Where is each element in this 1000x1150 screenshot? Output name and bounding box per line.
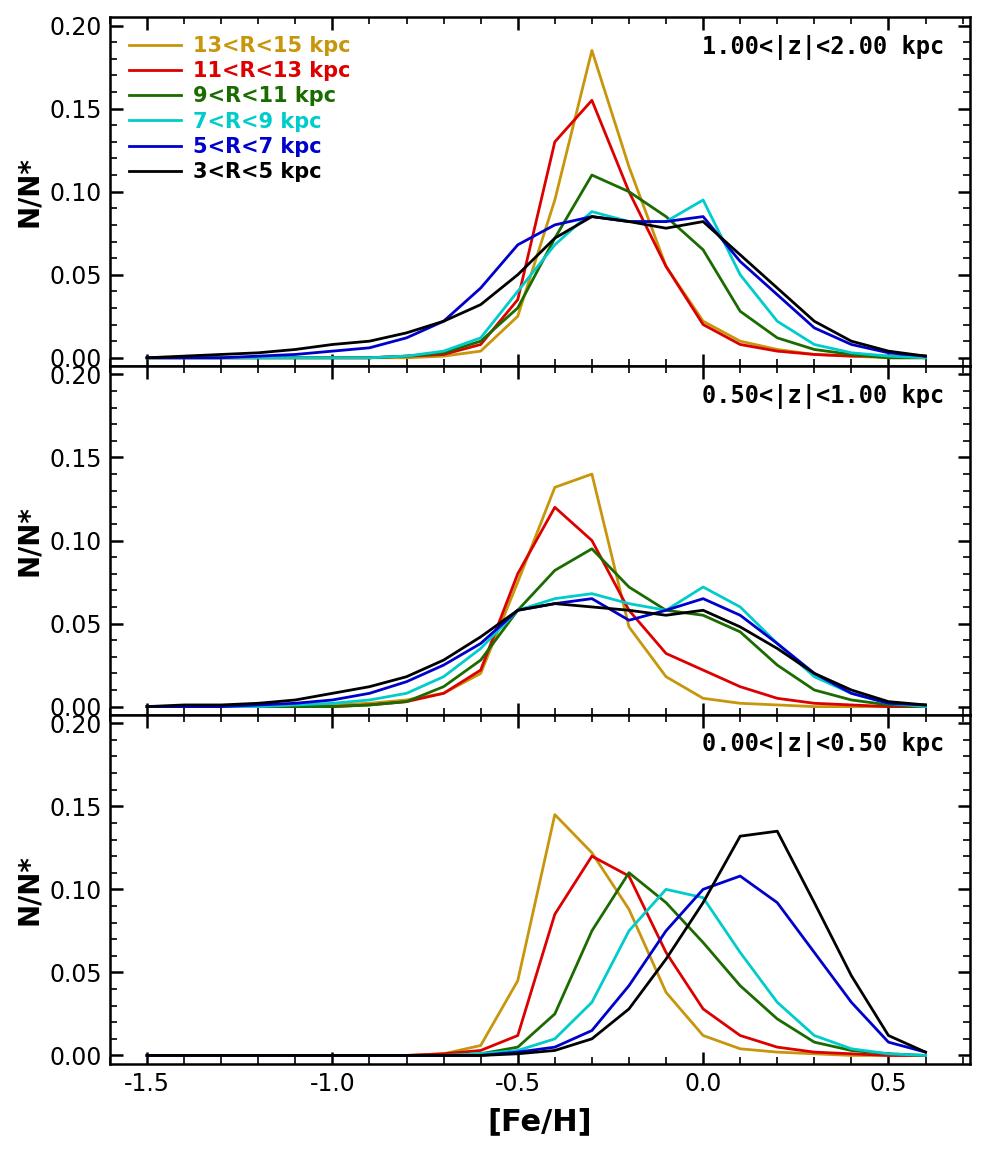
Y-axis label: N/N*: N/N* <box>15 156 43 227</box>
Text: 1.00<|z|<2.00 kpc: 1.00<|z|<2.00 kpc <box>702 34 944 60</box>
Text: 0.50<|z|<1.00 kpc: 0.50<|z|<1.00 kpc <box>702 384 944 408</box>
Text: 0.00<|z|<0.50 kpc: 0.00<|z|<0.50 kpc <box>702 733 944 758</box>
X-axis label: [Fe/H]: [Fe/H] <box>488 1107 592 1136</box>
Legend: 13<R<15 kpc, 11<R<13 kpc, 9<R<11 kpc, 7<R<9 kpc, 5<R<7 kpc, 3<R<5 kpc: 13<R<15 kpc, 11<R<13 kpc, 9<R<11 kpc, 7<… <box>120 28 359 191</box>
Y-axis label: N/N*: N/N* <box>15 505 43 576</box>
Y-axis label: N/N*: N/N* <box>15 854 43 925</box>
